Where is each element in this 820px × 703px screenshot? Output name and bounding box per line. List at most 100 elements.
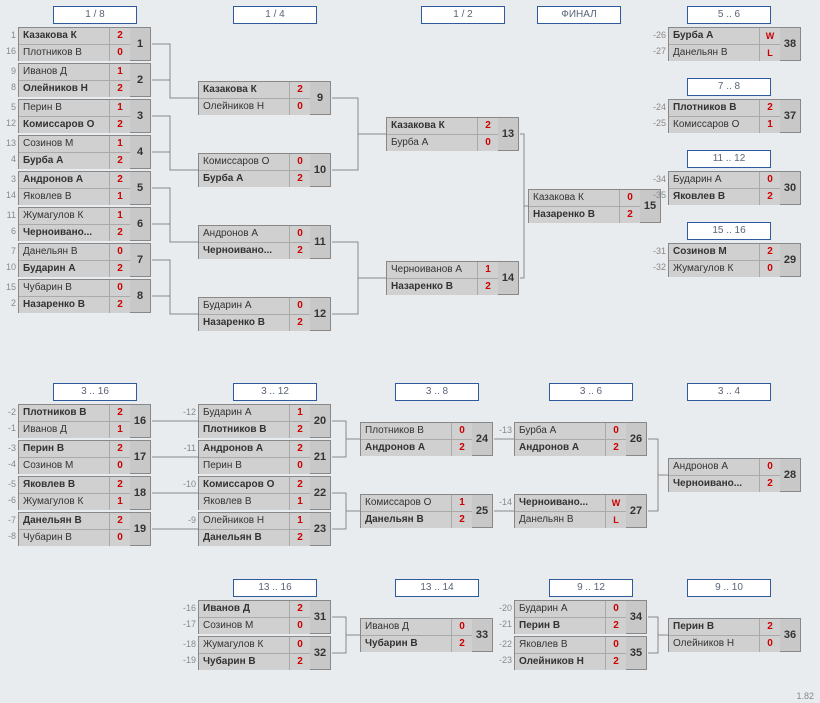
seed: -3 (2, 440, 16, 456)
match-id: 1 (130, 27, 151, 61)
player-name: Данельян В (199, 530, 289, 546)
match-id: 28 (780, 458, 801, 492)
match[interactable]: Андронов А0Черноивано...2 (668, 458, 782, 492)
match[interactable]: Данельян В0Бударин А2 (18, 243, 132, 277)
match[interactable]: Яковлев В2Жумагулов К1 (18, 476, 132, 510)
match[interactable]: Бударин А1Плотников В2 (198, 404, 312, 438)
match[interactable]: Жумагулов К0Чубарин В2 (198, 636, 312, 670)
match[interactable]: Жумагулов К1Черноивано...2 (18, 207, 132, 241)
match[interactable]: Перин В2Созинов М0 (18, 440, 132, 474)
match[interactable]: Иванов Д0Чубарин В2 (360, 618, 474, 652)
round-header[interactable]: 9 .. 10 (687, 579, 771, 597)
match[interactable]: Черноиванов А1Назаренко В2 (386, 261, 500, 295)
player-name: Бурба А (515, 423, 605, 439)
round-header[interactable]: 7 .. 8 (687, 78, 771, 96)
round-header[interactable]: 3 .. 12 (233, 383, 317, 401)
match[interactable]: Олейников Н1Данельян В2 (198, 512, 312, 546)
seed: -2 (2, 404, 16, 420)
player-name: Плотников В (669, 100, 759, 116)
match[interactable]: Комиссаров О2Яковлев В1 (198, 476, 312, 510)
match[interactable]: Яковлев В0Олейников Н2 (514, 636, 628, 670)
round-header[interactable]: 15 .. 16 (687, 222, 771, 240)
score: 1 (289, 405, 310, 421)
round-header[interactable]: 3 .. 8 (395, 383, 479, 401)
player-name: Бурба А (199, 171, 289, 187)
player-name: Андронов А (669, 459, 759, 475)
match-id: 29 (780, 243, 801, 277)
match[interactable]: Казакова К2Плотников В0 (18, 27, 132, 61)
round-header[interactable]: 13 .. 14 (395, 579, 479, 597)
match-id: 16 (130, 404, 151, 438)
match[interactable]: Иванов Д2Созинов М0 (198, 600, 312, 634)
match[interactable]: Чубарин В0Назаренко В2 (18, 279, 132, 313)
score: 0 (109, 45, 130, 61)
round-header[interactable]: ФИНАЛ (537, 6, 621, 24)
score: 1 (109, 494, 130, 510)
match[interactable]: Иванов Д1Олейников Н2 (18, 63, 132, 97)
match[interactable]: Перин В2Олейников Н0 (668, 618, 782, 652)
match[interactable]: Плотников В2Комиссаров О1 (668, 99, 782, 133)
player-name: Бурба А (19, 153, 109, 169)
score: 0 (289, 637, 310, 653)
match[interactable]: Плотников В2Иванов Д1 (18, 404, 132, 438)
round-header[interactable]: 13 .. 16 (233, 579, 317, 597)
player-name: Иванов Д (199, 601, 289, 617)
match[interactable]: Бударин А0Яковлев В2 (668, 171, 782, 205)
match[interactable]: Бударин А0Перин В2 (514, 600, 628, 634)
round-header[interactable]: 3 .. 16 (53, 383, 137, 401)
round-header[interactable]: 1 / 4 (233, 6, 317, 24)
match[interactable]: Данельян В2Чубарин В0 (18, 512, 132, 546)
match[interactable]: Созинов М2Жумагулов К0 (668, 243, 782, 277)
match[interactable]: Казакова К0Назаренко В2 (528, 189, 642, 223)
player-name: Олейников Н (669, 636, 759, 652)
round-header[interactable]: 3 .. 4 (687, 383, 771, 401)
round-header[interactable]: 11 .. 12 (687, 150, 771, 168)
match-id: 9 (310, 81, 331, 115)
match[interactable]: Андронов А2Перин В0 (198, 440, 312, 474)
seed: -34 (652, 171, 666, 187)
round-header[interactable]: 9 .. 12 (549, 579, 633, 597)
player-name: Иванов Д (361, 619, 451, 635)
player-name: Данельян В (361, 512, 451, 528)
match-id: 21 (310, 440, 331, 474)
match[interactable]: Плотников В0Андронов А2 (360, 422, 474, 456)
player-name: Яковлев В (669, 189, 759, 205)
round-header[interactable]: 3 .. 6 (549, 383, 633, 401)
round-header[interactable]: 1 / 2 (421, 6, 505, 24)
match[interactable]: Бурба АWДанельян ВL (668, 27, 782, 61)
round-header[interactable]: 1 / 8 (53, 6, 137, 24)
seed: -13 (498, 422, 512, 438)
player-name: Данельян В (19, 244, 109, 260)
score: 2 (477, 279, 498, 295)
match[interactable]: Перин В1Комиссаров О2 (18, 99, 132, 133)
match[interactable]: Казакова К2Олейников Н0 (198, 81, 312, 115)
score: 2 (759, 476, 780, 492)
seed: 11 (2, 207, 16, 223)
round-header[interactable]: 5 .. 6 (687, 6, 771, 24)
match-id: 19 (130, 512, 151, 546)
player-name: Андронов А (199, 441, 289, 457)
seed: -16 (182, 600, 196, 616)
score: 0 (289, 99, 310, 115)
score: 0 (759, 459, 780, 475)
score: 0 (109, 530, 130, 546)
match[interactable]: Комиссаров О1Данельян В2 (360, 494, 474, 528)
match[interactable]: Черноивано...WДанельян ВL (514, 494, 628, 528)
score: 1 (477, 262, 498, 278)
score: 2 (289, 171, 310, 187)
match[interactable]: Созинов М1Бурба А2 (18, 135, 132, 169)
score: 0 (109, 244, 130, 260)
match[interactable]: Бударин А0Назаренко В2 (198, 297, 312, 331)
match[interactable]: Андронов А2Яковлев В1 (18, 171, 132, 205)
match[interactable]: Бурба А0Андронов А2 (514, 422, 628, 456)
player-name: Плотников В (361, 423, 451, 439)
match[interactable]: Андронов А0Черноивано...2 (198, 225, 312, 259)
player-name: Плотников В (19, 45, 109, 61)
seed: -21 (498, 616, 512, 632)
match[interactable]: Казакова К2Бурба А0 (386, 117, 500, 151)
match[interactable]: Комиссаров О0Бурба А2 (198, 153, 312, 187)
seed: 13 (2, 135, 16, 151)
player-name: Олейников Н (199, 99, 289, 115)
player-name: Иванов Д (19, 64, 109, 80)
score: 1 (109, 422, 130, 438)
